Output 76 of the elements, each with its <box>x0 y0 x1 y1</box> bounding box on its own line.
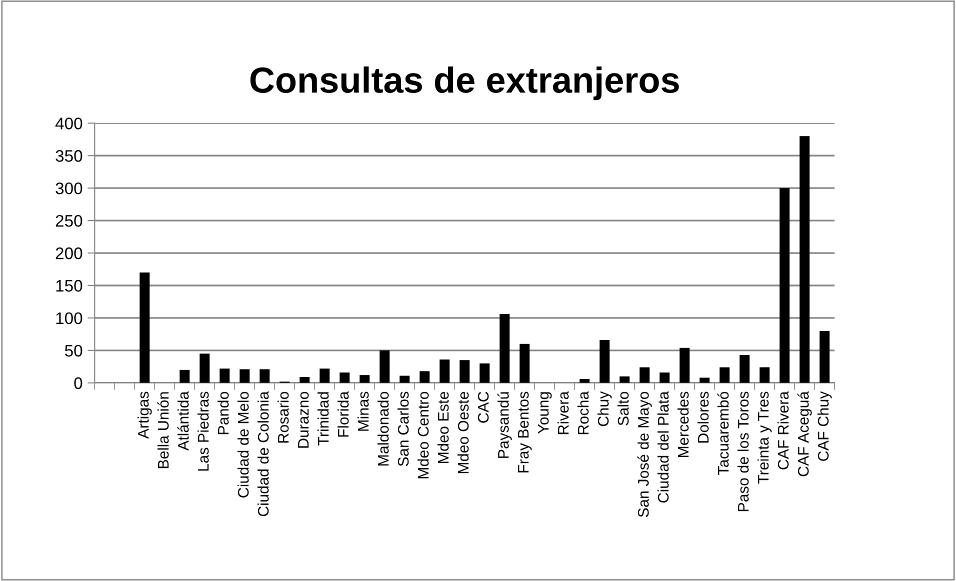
x-tick-label: Salto <box>617 392 629 426</box>
bar <box>780 188 790 383</box>
bar <box>820 330 830 383</box>
y-tick-label: 250 <box>56 214 82 227</box>
bar <box>260 369 270 383</box>
x-tick-label: Florida <box>338 391 349 437</box>
x-tick-label: Treinta y Tres <box>757 392 772 484</box>
y-tick-label: 350 <box>56 150 82 162</box>
x-tick-label: Mdeo Oeste <box>457 392 469 474</box>
bar <box>380 350 390 383</box>
bar <box>800 136 810 383</box>
bar <box>700 378 710 383</box>
x-tick-label: Paso de los Toros <box>737 392 749 512</box>
y-tick-label: 400 <box>55 118 82 130</box>
x-tick-label: Minas <box>358 392 369 431</box>
x-tick-label: Ciudad de Melo <box>238 392 249 498</box>
bar <box>720 367 730 383</box>
y-tick-label: 0 <box>74 377 82 390</box>
x-tick-label: Fray Bentos <box>518 392 532 472</box>
x-tick-label: San José de Mayo <box>637 392 652 518</box>
x-tick-label: Rocha <box>577 391 589 434</box>
bar <box>460 360 470 383</box>
bar <box>740 354 750 383</box>
x-tick-label: CAF Aceguá <box>797 391 812 476</box>
y-tick-label: 150 <box>56 280 82 292</box>
bar <box>600 340 610 383</box>
bar <box>240 369 250 383</box>
x-tick-label: CAF Chuy <box>817 391 832 461</box>
bar <box>500 314 510 383</box>
bar <box>300 377 310 383</box>
x-tick-label: Mdeo Centro <box>418 392 429 478</box>
x-tick-label: Ciudad de Colonia <box>258 391 269 516</box>
bar <box>480 363 490 383</box>
x-tick-label: Chuy <box>597 391 612 426</box>
x-tick-label: Durazno <box>298 392 309 448</box>
x-tick-label: Tacuarembó <box>717 392 729 475</box>
bar <box>340 372 350 383</box>
bar <box>320 368 330 383</box>
x-tick-label: Maldonado <box>378 392 389 466</box>
y-tick-label: 100 <box>56 312 82 324</box>
bar <box>360 375 370 383</box>
x-tick-label: Young <box>538 392 552 434</box>
bar <box>660 372 670 383</box>
x-tick-label: Rivera <box>557 391 569 434</box>
y-tick-label: 50 <box>64 344 82 357</box>
x-tick-label: Mercedes <box>677 392 689 458</box>
x-tick-label: Rosario <box>278 392 289 443</box>
bar <box>180 370 190 383</box>
bar <box>400 376 410 383</box>
bar <box>760 367 770 383</box>
x-tick-label: Dolores <box>697 392 709 443</box>
bar <box>580 378 590 383</box>
x-tick-label: Artigas <box>138 392 152 439</box>
bar <box>420 371 430 383</box>
bar <box>220 368 230 383</box>
x-tick-label: Ciudad del Plata <box>657 391 669 503</box>
bar <box>140 272 150 383</box>
x-tick-label: Trinidad <box>318 392 329 446</box>
x-tick-label: Bella Unión <box>157 392 169 468</box>
bar <box>640 367 650 383</box>
chart-title: Consultas de extranjeros <box>250 66 679 100</box>
x-tick-label: Las Piedras <box>198 392 209 471</box>
bar <box>440 360 450 383</box>
x-tick-label: Paysandú <box>497 392 512 458</box>
bar <box>620 376 630 383</box>
x-tick-label: San Carlos <box>398 392 409 466</box>
x-tick-label: CAC <box>478 392 489 423</box>
x-tick-label: Mdeo Este <box>437 392 449 463</box>
y-tick-label: 300 <box>56 182 82 194</box>
bar <box>520 344 530 383</box>
x-tick-label: Pando <box>218 392 229 434</box>
y-tick-label: 200 <box>56 247 82 260</box>
x-tick-label: CAF Rivera <box>777 391 789 470</box>
bar <box>680 348 690 383</box>
x-tick-label: Atlántida <box>177 391 189 451</box>
bar <box>200 354 210 383</box>
